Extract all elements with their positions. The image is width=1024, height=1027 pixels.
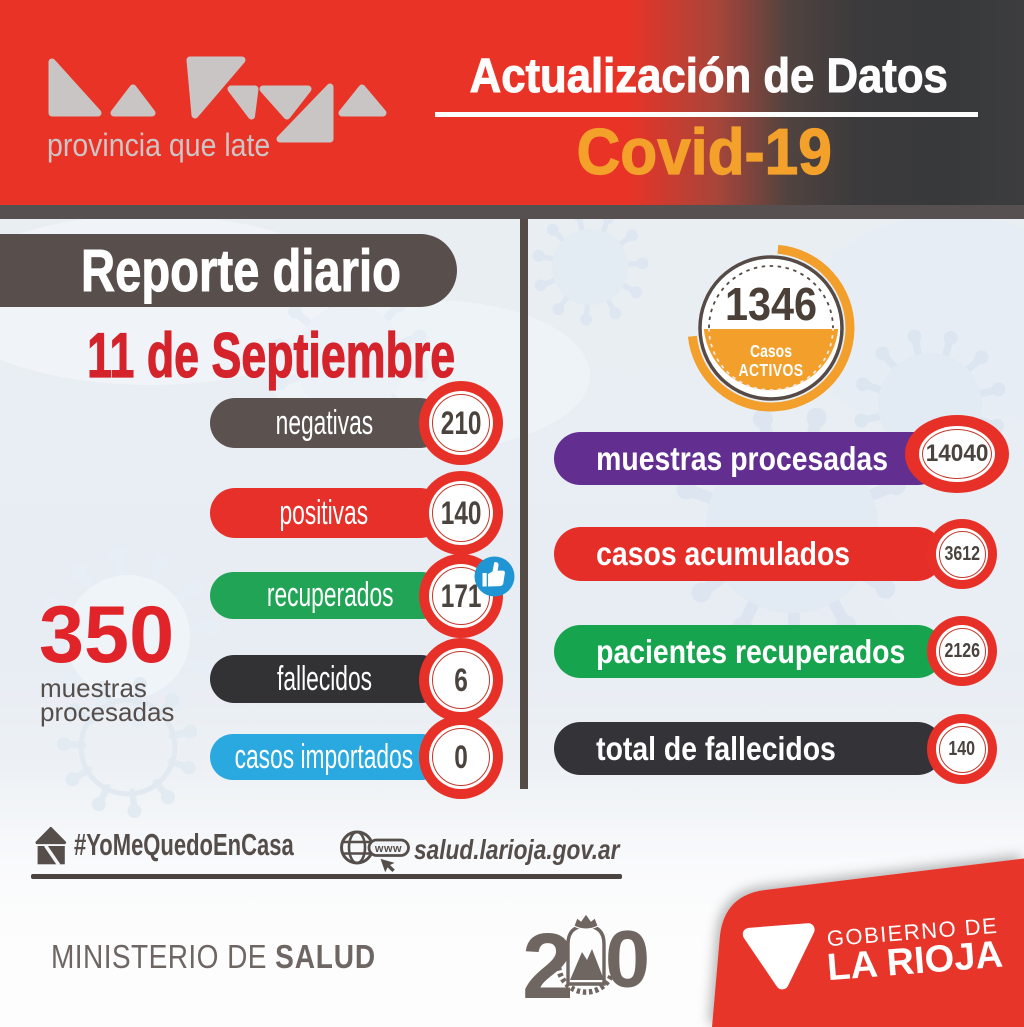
svg-text:www: www [374, 843, 402, 855]
svg-text:1346: 1346 [725, 279, 817, 331]
svg-text:Casos: Casos [750, 343, 792, 362]
svg-text:ACTIVOS: ACTIVOS [739, 362, 804, 381]
svg-text:2: 2 [522, 914, 574, 1010]
